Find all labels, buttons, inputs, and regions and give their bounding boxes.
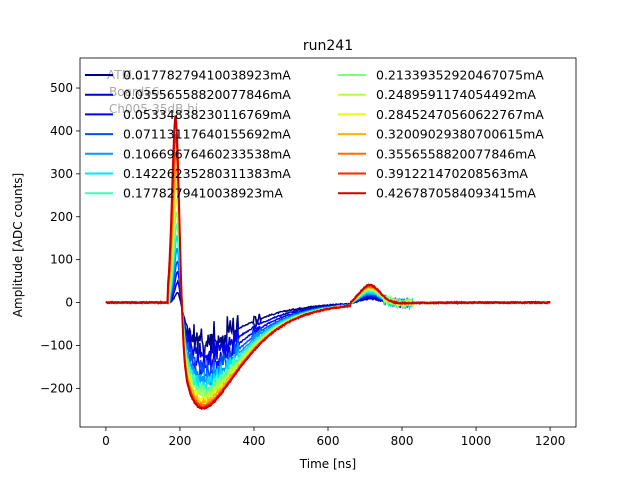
trace-line <box>105 115 551 411</box>
legend-entry: 0.05334838230116769mA <box>123 107 291 122</box>
x-tick-label: 1000 <box>461 434 492 448</box>
x-tick-label: 1200 <box>535 434 566 448</box>
legend-entry: 0.21339352920467075mA <box>376 68 544 83</box>
traces <box>105 115 551 411</box>
background-annotation-line: Board56... <box>109 85 171 99</box>
legend-entry: 0.14226235280311383mA <box>123 166 291 181</box>
axes: 0 200 400 600 800 1000 1200 −200 −100 0 100 200 300 4… <box>40 57 577 448</box>
legend-entry: 0.1778279410038923mA <box>123 186 283 201</box>
legend-entry: 0.3556558820077846mA <box>376 146 536 161</box>
y-tick-label: −100 <box>40 338 73 352</box>
chart-title: run241 <box>303 38 353 54</box>
background-annotation-line: Ch005-35dB hi <box>109 102 198 116</box>
x-tick-label: 400 <box>243 434 266 448</box>
legend-entry: 0.391221470208563mA <box>376 166 528 181</box>
x-tick-label: 200 <box>168 434 191 448</box>
legend-entry: 0.01778279410038923mA <box>123 68 291 83</box>
x-tick-label: 0 <box>102 434 110 448</box>
legend-entry: 0.28452470560622767mA <box>376 107 544 122</box>
x-axis-label: Time [ns] <box>299 457 356 471</box>
y-tick-label: 400 <box>50 124 73 138</box>
legend-entry: 0.32009029380700615mA <box>376 127 544 142</box>
legend-entry: 0.10669676460233538mA <box>123 146 291 161</box>
y-tick-label: 200 <box>50 210 73 224</box>
legend: 0.01778279410038923mA 0.03556558820077846… <box>85 68 544 201</box>
legend-entry: 0.07113117640155692mA <box>123 127 291 142</box>
y-tick-label: 0 <box>65 296 73 310</box>
x-tick-label: 600 <box>317 434 340 448</box>
background-annotation-line: ATM... <box>107 68 143 82</box>
background-annotation: ATM... Board56... Ch005-35dB hi <box>107 68 198 116</box>
legend-entry: 0.03556558820077846mA <box>123 87 291 102</box>
legend-entry: 0.4267870584093415mA <box>376 186 536 201</box>
y-tick-label: 100 <box>50 253 73 267</box>
y-tick-label: 300 <box>50 167 73 181</box>
x-tick-label: 800 <box>391 434 414 448</box>
legend-entry: 0.2489591174054492mA <box>376 87 536 102</box>
y-tick-label: 500 <box>50 81 73 95</box>
y-axis-label: Amplitude [ADC counts] <box>11 173 25 317</box>
y-tick-label: −200 <box>40 381 73 395</box>
